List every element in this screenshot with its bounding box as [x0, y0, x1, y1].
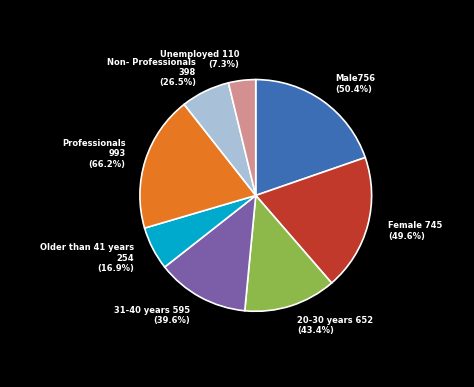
- Text: Professionals
993
(66.2%): Professionals 993 (66.2%): [62, 139, 126, 169]
- Wedge shape: [256, 158, 372, 283]
- Wedge shape: [256, 80, 365, 195]
- Text: Older than 41 years
254
(16.9%): Older than 41 years 254 (16.9%): [40, 243, 134, 273]
- Wedge shape: [184, 83, 256, 195]
- Text: Non- Professionals
398
(26.5%): Non- Professionals 398 (26.5%): [107, 58, 196, 87]
- Wedge shape: [140, 104, 256, 228]
- Wedge shape: [145, 195, 256, 267]
- Wedge shape: [228, 80, 256, 195]
- Wedge shape: [164, 195, 256, 311]
- Text: 20-30 years 652
(43.4%): 20-30 years 652 (43.4%): [297, 316, 374, 336]
- Text: Unemployed 110
(7.3%): Unemployed 110 (7.3%): [160, 50, 239, 69]
- Wedge shape: [245, 195, 332, 311]
- Text: 31-40 years 595
(39.6%): 31-40 years 595 (39.6%): [114, 306, 190, 325]
- Text: Male756
(50.4%): Male756 (50.4%): [335, 74, 375, 94]
- Text: Female 745
(49.6%): Female 745 (49.6%): [388, 221, 442, 240]
